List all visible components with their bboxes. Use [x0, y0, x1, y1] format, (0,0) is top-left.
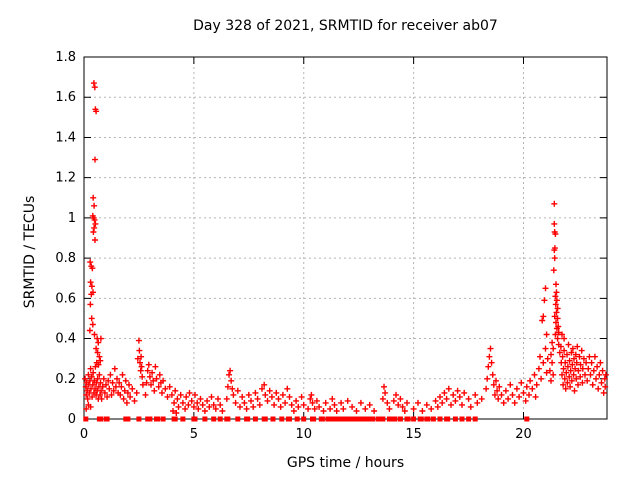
series-srmtid-values-markers	[82, 80, 609, 416]
y-tick-label: 0	[68, 412, 76, 427]
y-tick-label: 1.2	[55, 171, 76, 186]
x-tick-label: 10	[295, 427, 312, 442]
series-zero-value-points-markers	[83, 416, 530, 422]
x-axis-label: GPS time / hours	[286, 455, 405, 471]
y-tick-label: 1	[68, 211, 76, 226]
tick-marks	[83, 56, 607, 420]
y-tick-label: 0.8	[55, 251, 76, 266]
x-tick-label: 0	[80, 427, 88, 442]
y-tick-label: 0.6	[55, 291, 76, 306]
plot-border	[83, 56, 608, 420]
gridlines	[84, 57, 607, 419]
y-tick-label: 1.6	[55, 90, 76, 105]
x-tick-label: 5	[190, 427, 198, 442]
x-tick-label: 20	[515, 427, 532, 442]
y-tick-label: 0.2	[55, 372, 76, 387]
y-tick-label: 1.8	[55, 50, 76, 65]
x-tick-label: 15	[405, 427, 422, 442]
y-tick-label: 1.4	[55, 130, 76, 145]
chart-title: Day 328 of 2021, SRMTID for receiver ab0…	[193, 18, 498, 34]
y-tick-label: 0.4	[55, 332, 76, 347]
